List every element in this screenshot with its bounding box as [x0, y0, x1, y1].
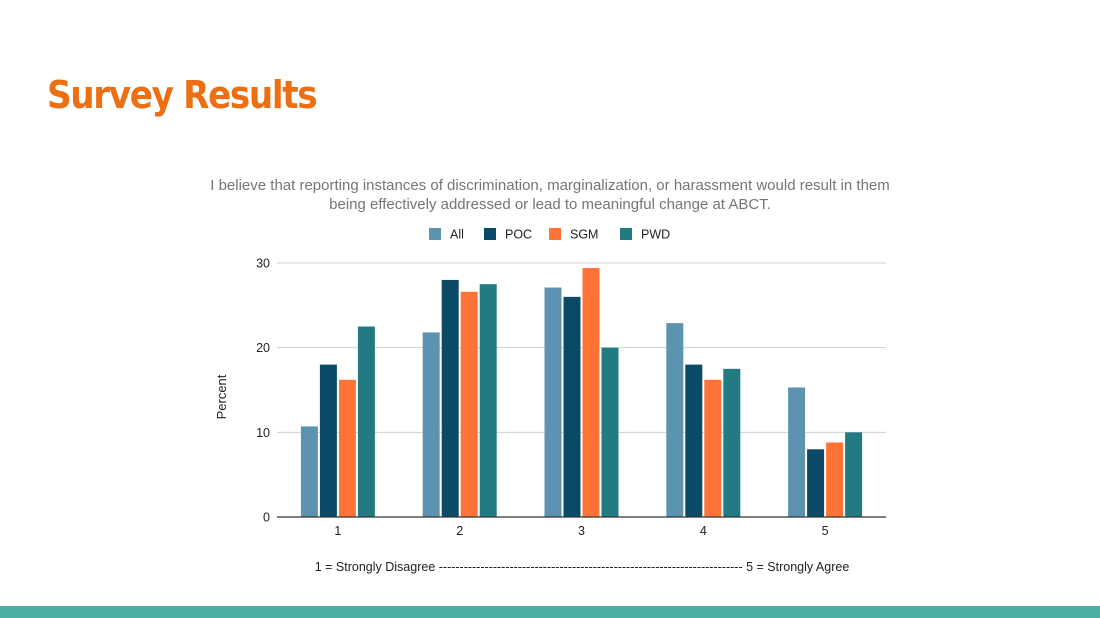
bar-sgm-3	[582, 268, 600, 517]
chart-title: I believe that reporting instances of di…	[210, 177, 890, 213]
y-tick-label: 30	[256, 257, 270, 271]
x-tick-label: 5	[822, 524, 829, 538]
bars	[300, 268, 863, 517]
bar-pwd-2	[479, 284, 497, 517]
bar-poc-2	[441, 279, 459, 517]
legend-swatch	[429, 228, 441, 240]
bar-sgm-2	[460, 291, 478, 517]
x-axis-label: 1 = Strongly Disagree ------------------…	[315, 560, 850, 574]
legend-swatch	[549, 228, 561, 240]
y-axis-label: Percent	[214, 374, 229, 419]
y-axis-ticks: 0 10 20 30	[256, 257, 270, 525]
y-tick-label: 10	[256, 426, 270, 440]
legend-label: SGM	[570, 228, 598, 242]
x-axis-ticks: 1 2 3 4 5	[334, 524, 828, 538]
bar-poc-1	[319, 364, 337, 517]
bar-all-5	[788, 387, 806, 517]
legend: All POC SGM PWD	[429, 228, 670, 242]
x-tick-label: 3	[578, 524, 585, 538]
bar-all-2	[422, 332, 440, 517]
legend-label: All	[450, 228, 464, 242]
bar-pwd-5	[845, 432, 863, 517]
bar-poc-3	[563, 296, 581, 517]
bar-pwd-4	[723, 368, 741, 517]
legend-label: POC	[505, 228, 532, 242]
bar-all-3	[544, 287, 562, 517]
gridlines	[277, 262, 886, 433]
bar-all-4	[666, 323, 684, 517]
bar-sgm-5	[826, 442, 844, 517]
x-tick-label: 4	[700, 524, 707, 538]
bar-pwd-1	[357, 326, 375, 517]
legend-swatch	[484, 228, 496, 240]
y-tick-label: 0	[263, 511, 270, 525]
bottom-accent-bar	[0, 606, 1100, 618]
slide-title: Survey Results	[47, 73, 318, 117]
legend-item-sgm: SGM	[549, 228, 598, 242]
bar-sgm-1	[338, 379, 356, 517]
x-tick-label: 1	[334, 524, 341, 538]
bar-sgm-4	[704, 379, 722, 517]
legend-swatch	[620, 228, 632, 240]
bar-poc-4	[685, 364, 703, 517]
bar-pwd-3	[601, 347, 619, 517]
bar-poc-5	[807, 449, 825, 517]
legend-item-all: All	[429, 228, 464, 242]
legend-item-pwd: PWD	[620, 228, 670, 242]
legend-item-poc: POC	[484, 228, 532, 242]
bar-all-1	[300, 426, 318, 517]
legend-label: PWD	[641, 228, 670, 242]
x-tick-label: 2	[456, 524, 463, 538]
y-tick-label: 20	[256, 341, 270, 355]
